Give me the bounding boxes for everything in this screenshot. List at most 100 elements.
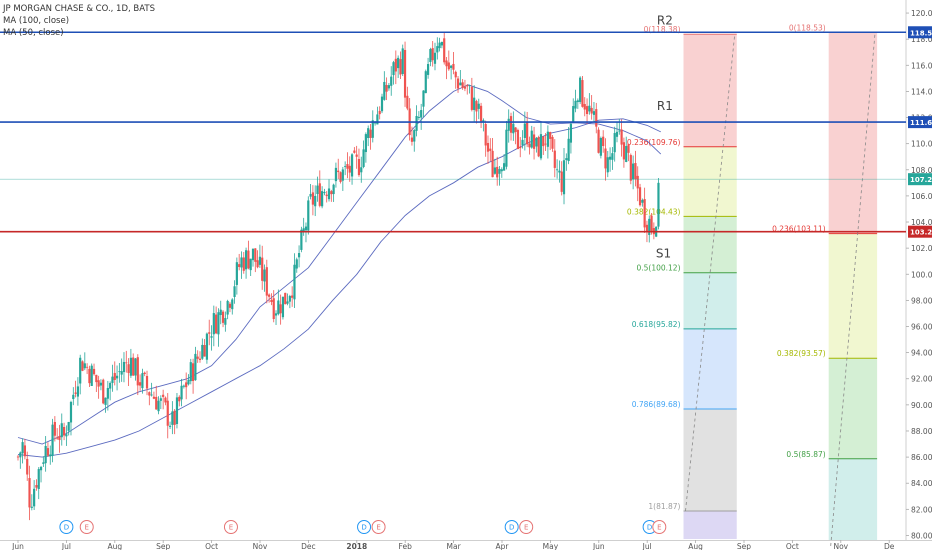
candle-body — [185, 382, 188, 388]
fib-level-label: 0(118.38) — [644, 25, 681, 34]
candle-body — [198, 358, 202, 360]
candle-body — [562, 160, 566, 195]
x-tick-label: Nov — [253, 542, 268, 550]
fib-zone — [683, 409, 737, 512]
candle-body — [261, 257, 264, 281]
fib-zone — [683, 328, 737, 410]
x-tick-label: Nov — [833, 542, 848, 550]
candle-body — [334, 167, 338, 182]
candle-body — [81, 361, 84, 371]
candle-body — [330, 191, 333, 195]
candle-body — [532, 134, 536, 149]
candle-body — [134, 358, 137, 376]
candle-body — [572, 106, 575, 123]
candle-body — [401, 48, 404, 74]
candle-body — [629, 155, 632, 181]
candle-body — [99, 382, 103, 386]
candle-body — [459, 82, 462, 86]
candle-body — [503, 163, 506, 171]
x-tick-label: 2018 — [346, 542, 367, 550]
candle-body — [125, 362, 128, 364]
candle-body — [350, 154, 354, 177]
fib-level-label: 0.382(93.57) — [777, 349, 826, 358]
candle-body — [46, 448, 50, 456]
candle-body — [399, 59, 402, 75]
x-tick-label: Jul — [642, 542, 652, 550]
event-marker-label: D — [361, 524, 366, 532]
candle-body — [258, 256, 262, 265]
y-tick-label: 98.00 — [911, 296, 932, 305]
candle-body — [373, 122, 377, 124]
candle-body — [519, 146, 522, 149]
fib-level-label: 0.618(95.82) — [632, 320, 681, 329]
candle-body — [376, 114, 379, 125]
candle-body — [148, 392, 151, 396]
candle-body — [208, 332, 211, 334]
candle-body — [291, 295, 294, 298]
candle-body — [648, 218, 651, 235]
candle-body — [581, 80, 584, 107]
fib-zone — [683, 511, 737, 540]
candle-body — [286, 301, 289, 304]
zone-label-s1: S1 — [656, 247, 671, 261]
candle-body — [88, 368, 91, 384]
candle-body — [56, 437, 59, 439]
candle-body — [16, 456, 20, 458]
candle-body — [433, 52, 437, 64]
candle-body — [28, 478, 31, 508]
candle-body — [618, 130, 621, 132]
candle-body — [83, 363, 86, 369]
candle-body — [69, 401, 73, 423]
candle-body — [162, 394, 165, 397]
candle-body — [155, 396, 158, 410]
dividend-marker — [504, 520, 519, 534]
candle-body — [300, 229, 303, 250]
fib-level-label: 0.236(103.11) — [772, 225, 826, 234]
candle-body — [150, 394, 153, 396]
candle-body — [203, 345, 206, 357]
fib-level-label: 1(81.87) — [648, 502, 680, 511]
fib-level-label: 0.5(100.12) — [636, 264, 680, 273]
y-tick-label: 96.00 — [911, 323, 932, 332]
y-tick-label: 84.00 — [911, 479, 932, 488]
candle-body — [314, 195, 317, 207]
price-axis-bg — [906, 0, 932, 550]
fib-zone — [683, 34, 737, 147]
candle-body — [249, 258, 252, 271]
candle-body — [109, 382, 112, 389]
candle-body — [611, 153, 614, 160]
fib-zone — [828, 458, 878, 540]
candle-body — [35, 485, 38, 488]
candle-body — [355, 154, 358, 157]
fib-level-label: 0.5(85.87) — [786, 450, 825, 459]
candle-body — [477, 103, 480, 109]
fib-zone — [683, 272, 737, 329]
candle-body — [92, 368, 96, 375]
candle-body — [159, 398, 162, 401]
candle-body — [277, 300, 280, 315]
y-tick-label: 106.00 — [911, 192, 932, 201]
candle-body — [489, 148, 492, 151]
candle-body — [450, 65, 453, 68]
candle-body — [505, 129, 508, 167]
candle-body — [327, 188, 331, 200]
candle-body — [415, 115, 418, 131]
fib-level-label: 0.382(104.43) — [627, 207, 681, 216]
candle-body — [403, 49, 407, 98]
candle-body — [599, 137, 602, 156]
candles — [16, 32, 660, 521]
candle-body — [122, 361, 126, 373]
fib-level-label: 0.236(109.76) — [627, 138, 681, 147]
x-tick-label: Sep — [737, 542, 751, 550]
candle-body — [392, 62, 395, 76]
candle-body — [574, 100, 577, 109]
candle-body — [344, 166, 347, 167]
x-tick-label: De — [884, 542, 895, 550]
candle-body — [51, 424, 54, 456]
candle-body — [295, 259, 298, 269]
x-tick-label: Apr — [496, 542, 510, 550]
candle-body — [445, 60, 448, 67]
candle-body — [357, 159, 361, 176]
candle-body — [514, 127, 517, 133]
